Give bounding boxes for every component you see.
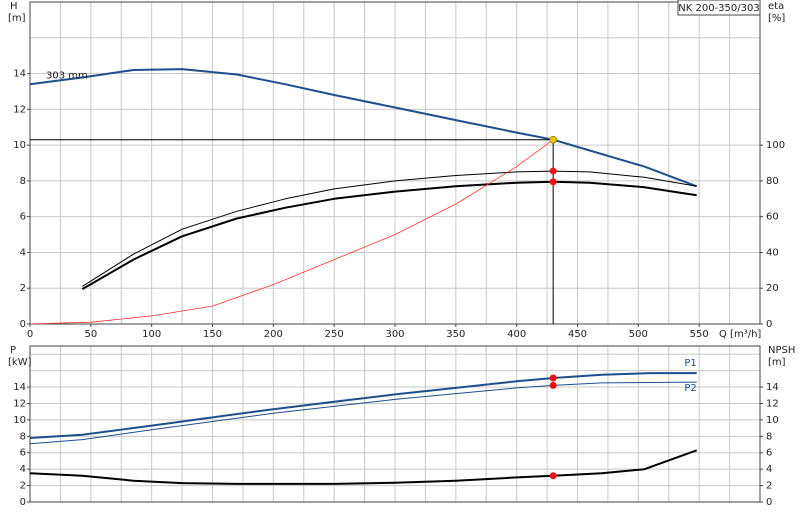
y-tick-label: 8 [20, 431, 26, 442]
y2-tick-label: 40 [766, 247, 779, 258]
chart-title: NK 200-350/303 [678, 3, 759, 14]
operating-point [549, 381, 557, 389]
y-tick-label: 10 [13, 140, 26, 151]
y-tick-label: 6 [20, 448, 26, 459]
y2-tick-label: 6 [766, 448, 772, 459]
curve [29, 449, 698, 485]
y-axis-unit: [m] [8, 13, 26, 24]
x-tick-label: 350 [446, 329, 465, 340]
x-tick-label: 400 [507, 329, 526, 340]
y2-axis-label: eta [768, 1, 784, 12]
y2-axis-label: NPSH [768, 345, 795, 356]
x-tick-label: 50 [84, 329, 97, 340]
y2-tick-label: 100 [766, 140, 785, 151]
y2-tick-label: 2 [766, 481, 772, 492]
plot-frame [29, 345, 761, 503]
y2-tick-label: 4 [766, 464, 772, 475]
y-tick-label: 2 [20, 481, 26, 492]
y-tick-label: 6 [20, 212, 26, 223]
operating-point [549, 178, 557, 186]
y2-tick-label: 0 [766, 497, 772, 508]
x-tick-label: 300 [385, 329, 404, 340]
x-tick-label: 450 [568, 329, 587, 340]
operating-point [549, 167, 557, 175]
y2-axis-unit: [%] [768, 13, 785, 24]
y2-tick-label: 0 [766, 319, 772, 330]
y2-tick-label: 14 [766, 382, 779, 393]
y-tick-label: 14 [13, 69, 26, 80]
title-box [677, 0, 761, 16]
curve [81, 180, 697, 290]
x-tick-label: 150 [203, 329, 222, 340]
y2-tick-label: 8 [766, 431, 772, 442]
y-tick-label: 4 [20, 247, 26, 258]
y-tick-label: 12 [13, 398, 26, 409]
x-tick-label: 0 [27, 329, 33, 340]
y-tick-label: 4 [20, 464, 26, 475]
x-tick-label: 250 [325, 329, 344, 340]
operating-point [549, 135, 558, 144]
y-axis-label: P [10, 345, 16, 356]
y2-tick-label: 80 [766, 176, 779, 187]
x-axis-label: Q [m³/h] [719, 329, 761, 340]
y2-tick-label: 10 [766, 415, 779, 426]
curve [29, 372, 697, 439]
operating-point [549, 374, 557, 382]
series-label: 303 mm [46, 70, 88, 81]
curve [82, 170, 697, 287]
y-tick-label: 12 [13, 104, 26, 115]
y-tick-label: 2 [20, 283, 26, 294]
y2-tick-label: 20 [766, 283, 779, 294]
y-axis-label: H [10, 1, 18, 12]
y-tick-label: 10 [13, 415, 26, 426]
curve [29, 139, 554, 325]
operating-point [549, 472, 557, 480]
x-tick-label: 500 [629, 329, 648, 340]
curve [29, 68, 698, 188]
x-tick-label: 200 [264, 329, 283, 340]
curve [29, 381, 697, 445]
y-tick-label: 14 [13, 382, 26, 393]
y2-axis-unit: [m] [768, 357, 786, 368]
y-tick-label: 0 [20, 319, 26, 330]
y2-tick-label: 60 [766, 212, 779, 223]
y-tick-label: 8 [20, 176, 26, 187]
y-axis-unit: [kW] [8, 357, 32, 368]
x-tick-label: 100 [142, 329, 161, 340]
series-label: P1 [684, 358, 696, 369]
series-label: P2 [684, 383, 696, 394]
y2-tick-label: 12 [766, 398, 779, 409]
x-tick-label: 550 [690, 329, 709, 340]
y-tick-label: 0 [20, 497, 26, 508]
